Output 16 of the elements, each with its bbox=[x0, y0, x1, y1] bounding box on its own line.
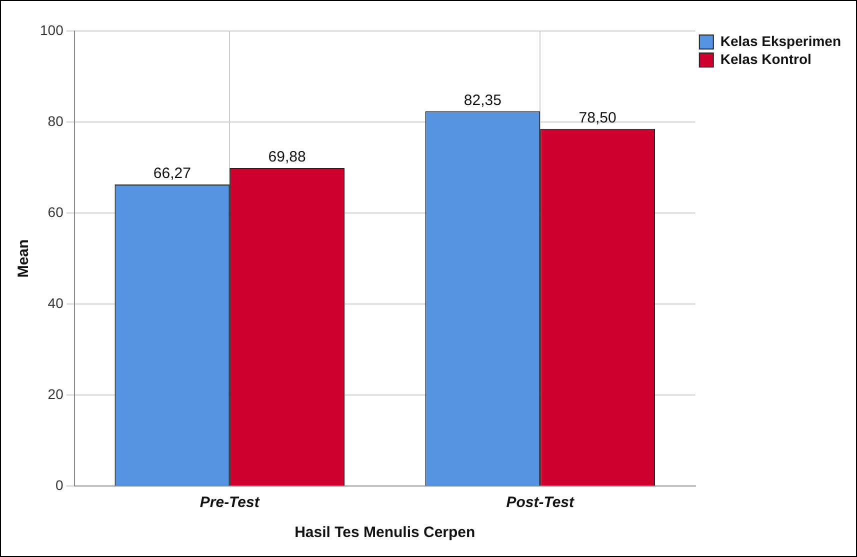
y-tick-label: 40 bbox=[48, 294, 64, 311]
legend-label: Kelas Eksperimen bbox=[720, 32, 842, 49]
x-tick-label: Post-Test bbox=[506, 494, 576, 512]
legend-label: Kelas Kontrol bbox=[720, 50, 812, 67]
y-tick-label: 20 bbox=[48, 386, 64, 402]
y-tick-label: 60 bbox=[48, 204, 64, 220]
data-label: 66,27 bbox=[153, 165, 191, 182]
y-tick-label: 100 bbox=[40, 22, 64, 38]
y-tick-label: 80 bbox=[48, 112, 64, 129]
y-axis-title: Mean bbox=[15, 239, 32, 278]
data-label: 78,50 bbox=[578, 109, 616, 126]
x-axis-title: Hasil Tes Menulis Cerpen bbox=[294, 524, 476, 542]
y-tick-label: 0 bbox=[56, 476, 64, 493]
data-label: 69,88 bbox=[268, 148, 306, 166]
x-tick-label: Pre-Test bbox=[200, 494, 260, 512]
data-label: 82,35 bbox=[464, 92, 502, 109]
